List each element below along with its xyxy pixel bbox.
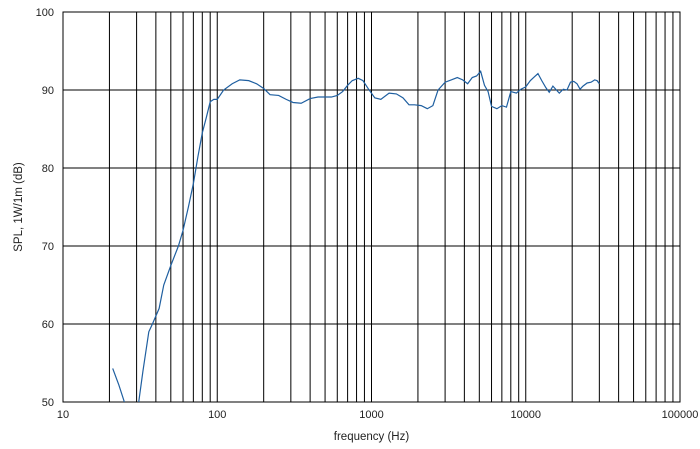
x-tick-labels: 10 100 1000 10000 100000 (57, 409, 698, 421)
x-tick-label: 100000 (662, 409, 699, 421)
y-tick-label: 100 (36, 7, 54, 19)
x-tick-label: 10 (57, 409, 69, 421)
x-axis-title: frequency (Hz) (334, 431, 410, 443)
y-tick-label: 90 (42, 85, 54, 97)
plot-frame (62, 11, 681, 403)
y-tick-labels: 50 60 70 80 90 100 (36, 7, 54, 409)
y-tick-label: 80 (42, 163, 54, 175)
x-tick-label: 100 (208, 409, 226, 421)
x-tick-label: 10000 (510, 409, 541, 421)
x-tick-label: 1000 (359, 409, 383, 421)
series-layer (112, 70, 600, 402)
y-axis-title: SPL, 1W/1m (dB) (13, 162, 25, 252)
grid (62, 11, 680, 403)
y-tick-label: 50 (42, 397, 54, 409)
spl-response-line (112, 70, 600, 402)
y-tick-label: 70 (42, 241, 54, 253)
y-tick-label: 60 (42, 319, 54, 331)
